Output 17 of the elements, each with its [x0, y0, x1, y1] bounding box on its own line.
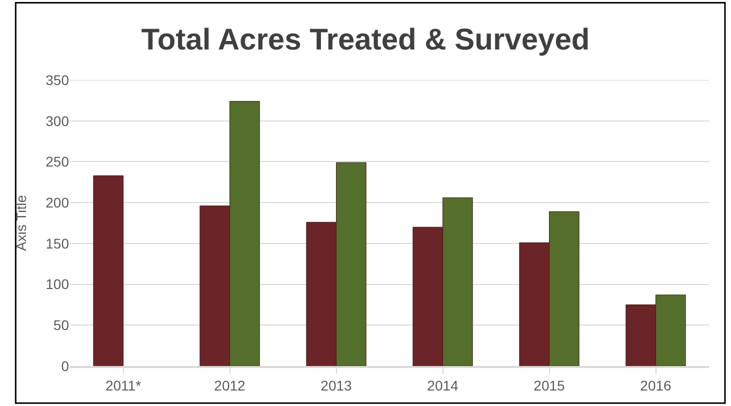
y-tick-label: 50 — [53, 317, 70, 334]
x-tick-label: 2015 — [534, 378, 566, 394]
y-tick-label: 150 — [46, 235, 70, 252]
x-tick-label: 2014 — [427, 378, 459, 394]
y-tick-label: 250 — [46, 154, 70, 170]
chart-title: Total Acres Treated & Surveyed — [141, 23, 590, 56]
x-tick-label: 2016 — [640, 378, 672, 394]
y-tick-label: 350 — [46, 72, 70, 88]
y-axis-title: Axis Title — [13, 194, 30, 252]
x-tick-label: 2012 — [214, 378, 246, 394]
y-tick-label: 300 — [46, 112, 70, 129]
y-tick-label: 100 — [46, 276, 70, 292]
x-tick-label: 2013 — [320, 378, 352, 394]
bar — [93, 175, 124, 366]
y-tick-label: 200 — [46, 194, 70, 210]
x-tick-label: 2011* — [105, 378, 142, 394]
y-tick-label: 0 — [61, 358, 70, 374]
